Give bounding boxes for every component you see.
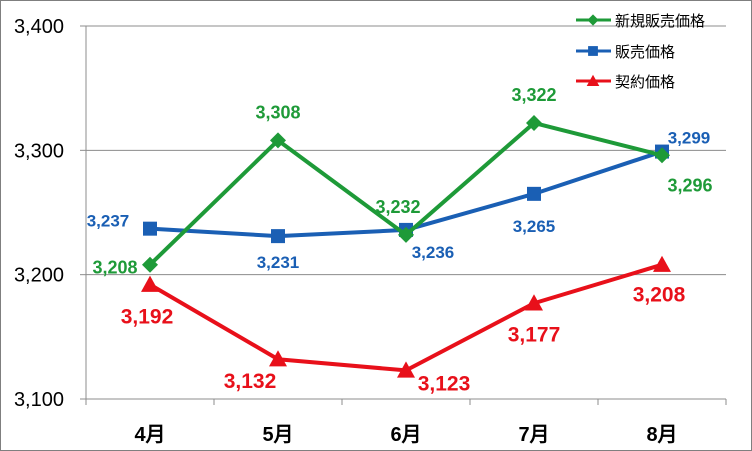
x-tick-label: 5月: [262, 424, 293, 446]
data-label: 3,265: [513, 217, 556, 236]
data-point-s0-1: [270, 132, 286, 149]
data-label: 3,123: [418, 372, 471, 395]
data-label: 3,236: [412, 243, 455, 262]
legend-label: 契約価格: [615, 73, 675, 91]
series-group: [141, 114, 671, 378]
data-label: 3,192: [121, 306, 174, 329]
data-point-s2-3: [525, 294, 543, 311]
data-label: 3,237: [87, 212, 130, 231]
x-tick-labels: 4月 5月 6月 7月 8月: [134, 424, 677, 446]
data-point-s2-2: [397, 361, 415, 378]
data-point-s1-3: [527, 186, 541, 201]
y-tick-labels: 3,100 3,200 3,300 3,400: [14, 16, 64, 411]
y-tick-label: 3,400: [14, 16, 64, 38]
legend-marker-2: [586, 74, 600, 87]
data-label: 3,232: [375, 197, 420, 217]
data-point-s1-0: [143, 221, 157, 236]
x-tick-label: 6月: [390, 424, 421, 446]
legend-marker-0: [587, 14, 599, 26]
data-point-s2-1: [269, 350, 287, 367]
data-label: 3,132: [224, 370, 277, 393]
y-tick-label: 3,300: [14, 140, 64, 162]
data-label: 3,299: [668, 129, 711, 148]
data-label: 3,308: [255, 102, 300, 122]
grid-lines: [86, 25, 726, 276]
data-label: 3,296: [667, 175, 712, 195]
data-label: 3,322: [511, 85, 556, 105]
legend-label: 販売価格: [615, 43, 675, 61]
data-point-s2-4: [653, 255, 671, 272]
y-tick-label: 3,200: [14, 265, 64, 287]
data-label: 3,177: [508, 323, 561, 346]
data-point-s0-2: [398, 226, 414, 243]
legend-marker-1: [588, 46, 598, 56]
data-point-s0-3: [526, 114, 542, 131]
y-tick-label: 3,100: [14, 389, 64, 411]
data-point-s0-4: [654, 147, 670, 164]
x-tick-label: 7月: [518, 424, 549, 446]
axes: [80, 25, 727, 405]
data-label: 3,231: [257, 253, 300, 272]
series-line-0: [148, 120, 663, 267]
x-tick-label: 8月: [646, 424, 677, 446]
data-labels-group: 3,208 3,308 3,232 3,322 3,296 3,237 3,231 3,236…: [87, 85, 713, 395]
data-label: 3,208: [92, 258, 137, 278]
data-point-s0-0: [142, 256, 158, 273]
data-label: 3,208: [633, 284, 686, 307]
data-point-s1-1: [271, 229, 285, 244]
legend-label: 新規販売価格: [615, 12, 705, 30]
series-line-2: [148, 262, 663, 373]
data-point-s2-0: [141, 275, 159, 292]
x-tick-label: 4月: [134, 424, 165, 446]
